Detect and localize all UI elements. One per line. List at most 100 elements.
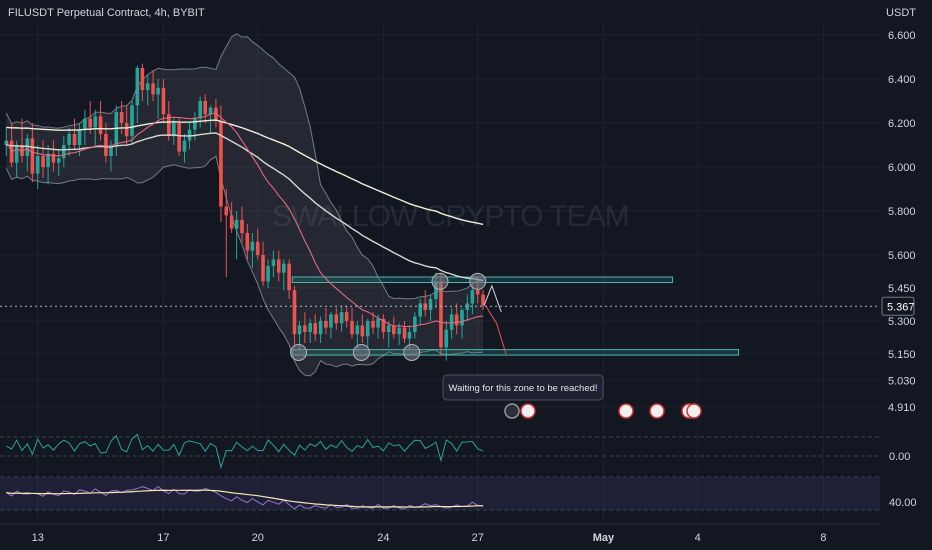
candle-body: [182, 140, 187, 152]
time-tick-label: 20: [252, 532, 264, 544]
candle-body: [130, 105, 134, 137]
rsi-line: [6, 485, 484, 510]
candle-body: [224, 206, 229, 216]
price-tick-label: 5.600: [888, 250, 916, 262]
candle-body: [109, 145, 113, 156]
indicator-panes: [0, 433, 880, 511]
candle-body: [271, 259, 276, 266]
touch-circle: [352, 343, 370, 361]
candle-body: [187, 129, 192, 141]
candle-body: [62, 145, 66, 159]
candle-body: [35, 156, 40, 174]
bollinger-fill: [6, 33, 484, 376]
candle-body: [324, 321, 328, 328]
grid: [0, 24, 880, 520]
candle-body: [413, 316, 417, 332]
candle-body: [124, 123, 129, 137]
candle-body: [454, 314, 459, 326]
price-tick-label: 4.910: [888, 402, 916, 414]
price-tick-label: 5.150: [888, 349, 916, 361]
candle-body: [334, 314, 339, 324]
touch-circle: [469, 272, 487, 290]
candle-body: [166, 114, 171, 137]
candle-body: [198, 101, 202, 119]
candle-body: [481, 294, 485, 306]
drawings[interactable]: Waiting for this zone to be reached!: [0, 272, 880, 419]
currency-label: USDT: [886, 7, 916, 19]
candle-body: [350, 321, 354, 335]
candle-body: [292, 290, 297, 335]
candle-body: [67, 134, 71, 145]
candle-body: [282, 263, 286, 273]
candle-body: [46, 153, 50, 167]
candle-body: [365, 321, 370, 337]
candle-body: [88, 118, 92, 128]
candle-body: [386, 325, 391, 332]
annotation-box: [442, 374, 604, 401]
price-tick-label: 5.030: [888, 375, 916, 387]
current-price-label: 5.367: [887, 301, 915, 313]
price-axis[interactable]: 6.600 6.400 6.200 6.000 5.800 5.600 5.450 5.300…: [881, 30, 917, 509]
time-tick-label: 8: [820, 532, 826, 544]
candle-body: [355, 325, 360, 335]
us-flag-icon: [618, 403, 634, 419]
candle-body: [397, 327, 401, 335]
time-axis[interactable]: 13 17 20 24 27 May 4 8: [0, 523, 880, 544]
candle-body: [245, 233, 250, 251]
candle-body: [287, 263, 291, 291]
candle-body: [465, 303, 470, 310]
candle-body: [98, 116, 103, 134]
candle-body: [470, 290, 475, 304]
chart-title: FILUSDT Perpetual Contract, 4h, BYBIT: [8, 7, 205, 19]
candle-body: [392, 325, 396, 335]
candle-body: [56, 158, 61, 163]
time-tick-label: 24: [377, 532, 389, 544]
price-tick-label: 5.300: [888, 316, 916, 328]
candle-body: [255, 241, 260, 255]
time-tick-label: 17: [157, 532, 169, 544]
candle-body: [77, 129, 82, 145]
candle-body: [72, 134, 77, 145]
candle-body: [376, 318, 380, 328]
candle-body: [381, 318, 386, 332]
rsi-smooth-line: [6, 489, 484, 508]
touch-circle: [290, 343, 308, 361]
candle-body: [234, 219, 239, 229]
oscillator-line: [6, 433, 484, 470]
moving-averages: [5, 112, 484, 328]
candle-body: [151, 83, 155, 95]
candle-body: [156, 87, 160, 95]
time-tick-label: 13: [32, 532, 44, 544]
candle-body: [4, 140, 9, 145]
candle-body: [266, 266, 270, 282]
candle-body: [297, 325, 302, 335]
candle-body: [250, 241, 255, 251]
candle-body: [83, 118, 87, 130]
rsi-band: [0, 477, 880, 510]
candle-body: [329, 314, 333, 328]
candle-body: [475, 290, 480, 295]
projection-path-down: [485, 305, 507, 355]
price-tick-label: 6.000: [888, 162, 916, 174]
candle-body: [313, 323, 318, 335]
candle-body: [25, 138, 30, 156]
candle-body: [41, 156, 45, 167]
candle-body: [360, 325, 365, 337]
candle-body: [229, 215, 234, 229]
candle-body: [140, 68, 145, 90]
candle-body: [14, 145, 19, 163]
price-tick-label: 6.600: [888, 30, 916, 42]
candle-body: [161, 87, 166, 115]
candle-body: [193, 118, 197, 130]
candle-body: [203, 101, 208, 115]
time-tick-label: 27: [472, 532, 484, 544]
candle-body: [402, 327, 407, 339]
candle-body: [449, 314, 454, 330]
candle-body: [344, 312, 349, 321]
candle-body: [172, 123, 176, 137]
candle-body: [219, 120, 223, 207]
candle-body: [240, 219, 244, 233]
us-flag-icon: [649, 403, 665, 419]
price-tick-label: 5.450: [888, 283, 916, 295]
